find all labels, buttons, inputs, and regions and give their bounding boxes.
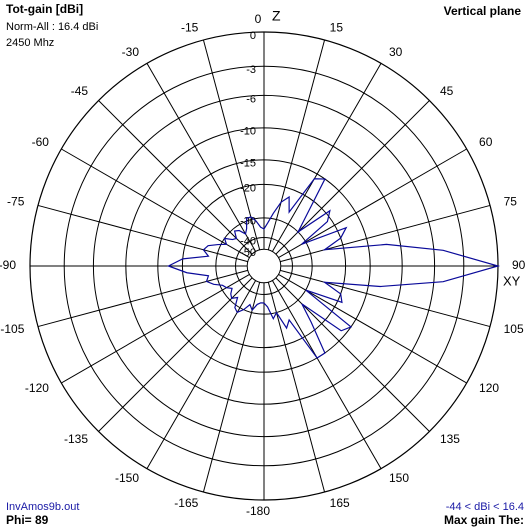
angle-label: 135 (440, 432, 460, 446)
spoke (61, 273, 250, 384)
radial-label: -15 (240, 158, 256, 170)
file-name: InvAmos9b.out (6, 501, 79, 513)
radial-label: -3 (246, 64, 256, 76)
angle-label: -180 (246, 504, 270, 518)
ring (92, 94, 436, 438)
spoke (271, 63, 382, 252)
right-axis-label: XY (503, 273, 521, 288)
spoke (37, 204, 248, 263)
radial-label: -20 (240, 182, 256, 194)
ring (235, 237, 293, 295)
spoke (98, 277, 253, 432)
spoke (146, 63, 257, 252)
angle-label: -120 (25, 381, 49, 395)
spoke (267, 39, 326, 250)
angle-label: 0 (255, 12, 262, 26)
trace-layer (166, 178, 501, 359)
spoke (275, 277, 430, 432)
angle-label: 150 (389, 471, 409, 485)
angle-label: -45 (71, 84, 89, 98)
ring (181, 183, 347, 349)
chart-title: Tot-gain [dBi] (6, 2, 83, 16)
angle-label: 15 (330, 21, 344, 35)
ring (157, 159, 371, 373)
frequency: 2450 Mhz (6, 37, 54, 49)
angle-label: -150 (115, 471, 139, 485)
spoke (278, 148, 467, 259)
max-gain: Max gain The: (444, 513, 524, 527)
radial-label: -10 (240, 126, 256, 138)
range-note: -44 < dBi < 16.4 (446, 501, 524, 513)
angle-label: 75 (504, 195, 518, 209)
angle-label: -15 (181, 21, 199, 35)
angle-label: -165 (174, 496, 198, 510)
ring (125, 127, 403, 405)
angle-label: -60 (32, 135, 50, 149)
angle-label: 105 (504, 322, 524, 336)
ring (215, 217, 313, 315)
angle-label: -90 (0, 258, 16, 272)
top-axis-label: Z (272, 8, 281, 24)
spoke (61, 148, 250, 259)
angle-label: 30 (389, 45, 403, 59)
plane: Vertical plane (444, 4, 522, 18)
radial-label: -30 (240, 216, 256, 228)
spoke (98, 100, 253, 255)
spoke (271, 280, 382, 469)
angle-label: 60 (479, 135, 493, 149)
angle-label: 165 (330, 496, 350, 510)
radial-label: -50 (240, 247, 256, 259)
radial-label: 0 (250, 30, 256, 42)
ring (246, 248, 282, 284)
radial-label: -40 (240, 235, 256, 247)
spoke (280, 269, 491, 328)
subtitle: Norm-All : 16.4 dBi (6, 21, 98, 33)
spoke (275, 100, 430, 255)
angle-label: -75 (7, 195, 25, 209)
phi: Phi= 89 (6, 513, 49, 527)
spoke (37, 269, 248, 328)
spoke (202, 282, 261, 493)
ring (63, 65, 465, 467)
spoke (202, 39, 261, 250)
angle-label: -105 (0, 322, 24, 336)
angle-label: -135 (64, 432, 88, 446)
angle-label: 120 (479, 381, 499, 395)
angle-label: 45 (440, 84, 454, 98)
gain-trace (166, 178, 501, 359)
spoke (280, 204, 491, 263)
angle-label: 90 (512, 258, 526, 272)
angle-label: -30 (122, 45, 140, 59)
spoke (278, 273, 467, 384)
radial-label: -6 (246, 93, 256, 105)
spoke (267, 282, 326, 493)
grid: -180-165-150-135-120-105-90-75-60-45-30-… (0, 12, 526, 518)
